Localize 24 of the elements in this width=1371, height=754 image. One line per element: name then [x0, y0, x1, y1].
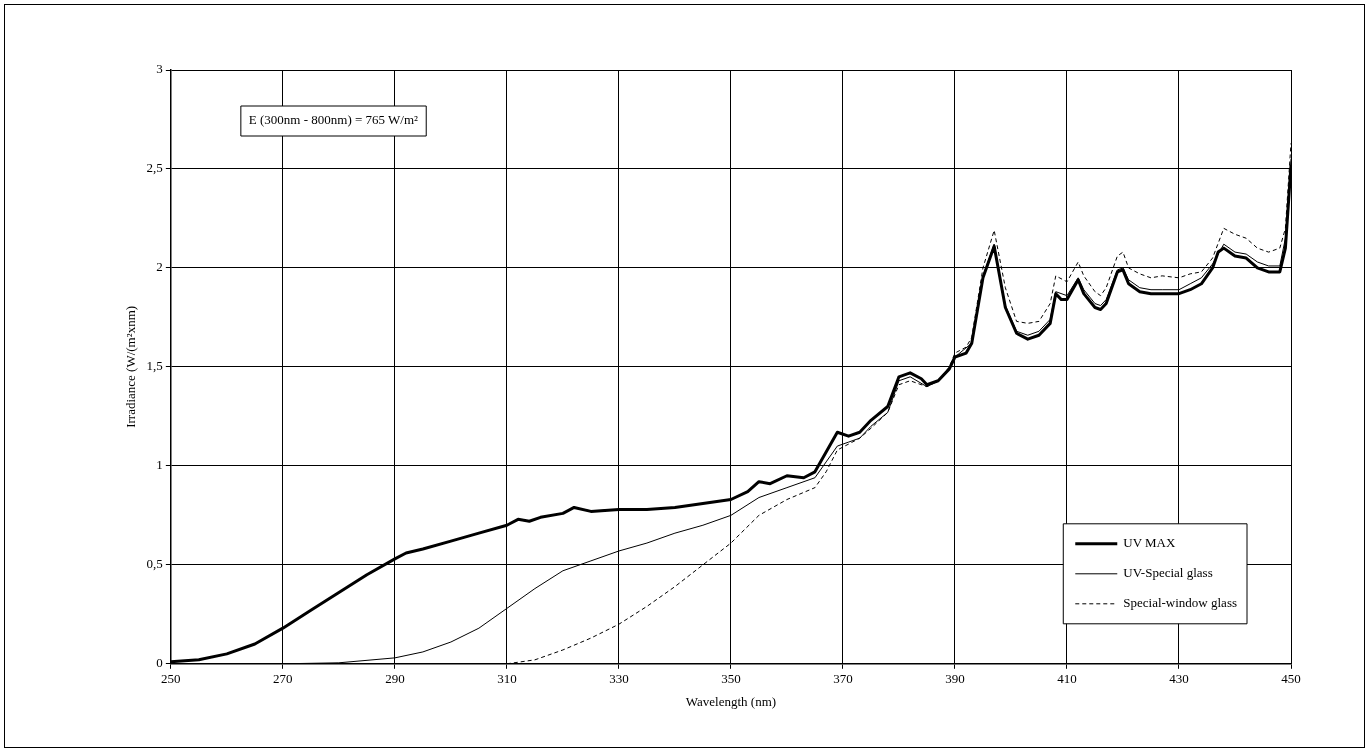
- x-tick-label: 390: [945, 671, 965, 687]
- y-tick-label: 0: [156, 655, 163, 671]
- annotation: E (300nm - 800nm) = 765 W/m²: [248, 112, 419, 128]
- legend-label: UV-Special glass: [1123, 565, 1213, 581]
- x-tick-label: 250: [161, 671, 181, 687]
- legend-label: Special-window glass: [1123, 595, 1237, 611]
- y-tick-label: 3: [156, 61, 163, 77]
- x-tick-label: 290: [385, 671, 405, 687]
- x-tick-label: 330: [609, 671, 629, 687]
- x-tick-label: 350: [721, 671, 741, 687]
- x-tick-label: 370: [833, 671, 853, 687]
- x-tick-label: 310: [497, 671, 517, 687]
- x-axis-title: Wavelength (nm): [685, 693, 777, 709]
- y-tick-label: 0,5: [146, 556, 163, 572]
- x-tick-label: 270: [273, 671, 293, 687]
- y-axis-title: Irradiance (W/(m²xnm): [123, 305, 139, 428]
- x-tick-label: 410: [1057, 671, 1077, 687]
- y-tick-label: 2,5: [146, 160, 163, 176]
- x-tick-label: 430: [1169, 671, 1189, 687]
- y-tick-label: 2: [156, 259, 163, 275]
- x-tick-label: 450: [1281, 671, 1301, 687]
- y-tick-label: 1: [156, 457, 163, 473]
- legend-label: UV MAX: [1123, 535, 1177, 551]
- y-tick-label: 1,5: [146, 358, 163, 374]
